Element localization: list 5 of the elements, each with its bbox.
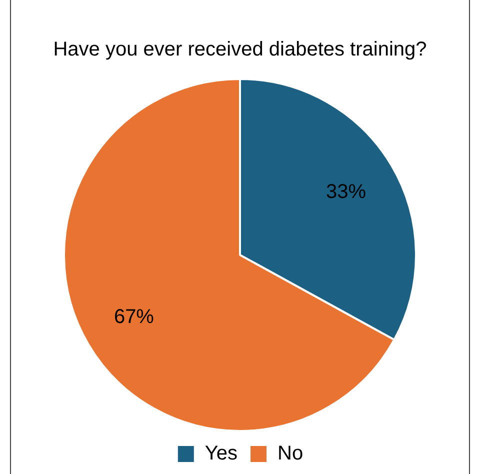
legend-label: No: [278, 442, 304, 465]
chart-title: Have you ever received diabetes training?: [53, 38, 427, 61]
data-label: 33%: [326, 180, 366, 203]
legend-label: Yes: [204, 442, 238, 465]
data-label: 67%: [114, 306, 154, 328]
